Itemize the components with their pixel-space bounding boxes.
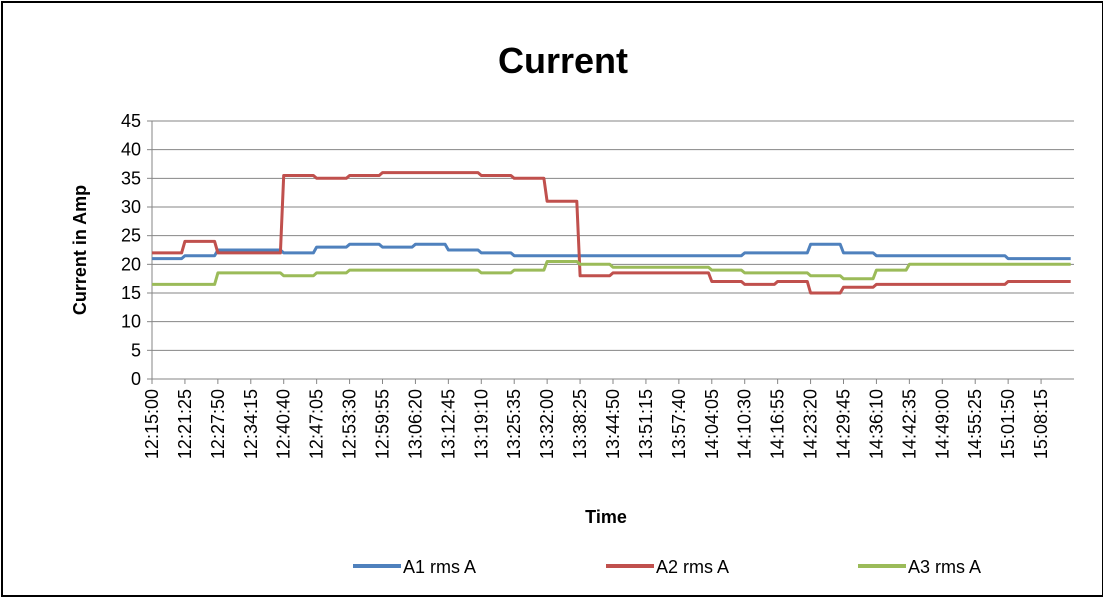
x-tick-label: 14:10:30 (735, 389, 755, 459)
x-tick-label: 12:59:55 (373, 389, 393, 459)
series-line-2 (152, 171, 1071, 295)
x-tick-label: 13:44:50 (603, 389, 623, 459)
y-axis-title: Current in Amp (70, 185, 90, 315)
x-tick-label: 13:38:25 (570, 389, 590, 459)
x-tick-label: 14:55:25 (965, 389, 985, 459)
series-line-1 (152, 242, 1071, 261)
x-tick-label: 13:25:35 (504, 389, 524, 459)
y-tick-label: 0 (131, 369, 141, 389)
x-tick-label: 12:21:25 (175, 389, 195, 459)
x-tick-label: 13:57:40 (669, 389, 689, 459)
x-tick-label: 13:32:00 (537, 389, 557, 459)
y-tick-label: 15 (121, 283, 141, 303)
chart-title: Current (498, 40, 628, 81)
x-tick-label: 14:49:00 (932, 389, 952, 459)
x-tick-label: 14:36:10 (866, 389, 886, 459)
x-tick-label: 14:04:05 (702, 389, 722, 459)
x-tick-label: 12:27:50 (208, 389, 228, 459)
x-tick-label: 13:06:20 (405, 389, 425, 459)
x-tick-label: 13:19:10 (471, 389, 491, 459)
y-tick-label: 35 (121, 168, 141, 188)
x-axis-ticks: 12:15:00 12:21:25 12:27:50 12:34:15 12:40:40… (142, 379, 1051, 459)
x-tick-label: 12:53:30 (340, 389, 360, 459)
x-tick-label: 12:15:00 (142, 389, 162, 459)
series-lines (152, 171, 1071, 295)
y-tick-label: 5 (131, 340, 141, 360)
legend-label-1: A1 rms A (403, 557, 476, 577)
x-tick-label: 12:34:15 (241, 389, 261, 459)
y-tick-label: 40 (121, 140, 141, 160)
y-tick-label: 25 (121, 226, 141, 246)
x-tick-label: 14:16:55 (768, 389, 788, 459)
legend-label-3: A3 rms A (908, 557, 981, 577)
series-line-3 (152, 260, 1071, 286)
x-tick-label: 15:08:15 (1031, 389, 1051, 459)
y-tick-label: 30 (121, 197, 141, 217)
x-axis-title: Time (585, 507, 627, 527)
legend: A1 rms A A2 rms A A3 rms A (353, 557, 981, 577)
y-axis-ticks: 0 5 10 15 20 25 30 35 40 45 (121, 111, 152, 389)
x-tick-label: 15:01:50 (998, 389, 1018, 459)
x-tick-label: 14:42:35 (899, 389, 919, 459)
gridlines (151, 120, 1074, 380)
x-tick-label: 12:40:40 (274, 389, 294, 459)
x-tick-label: 13:12:45 (438, 389, 458, 459)
x-tick-label: 14:29:45 (834, 389, 854, 459)
x-tick-label: 13:51:15 (636, 389, 656, 459)
x-tick-label: 14:23:20 (801, 389, 821, 459)
y-tick-label: 45 (121, 111, 141, 131)
y-tick-label: 20 (121, 254, 141, 274)
y-tick-label: 10 (121, 312, 141, 332)
legend-label-2: A2 rms A (656, 557, 729, 577)
x-tick-label: 12:47:05 (307, 389, 327, 459)
